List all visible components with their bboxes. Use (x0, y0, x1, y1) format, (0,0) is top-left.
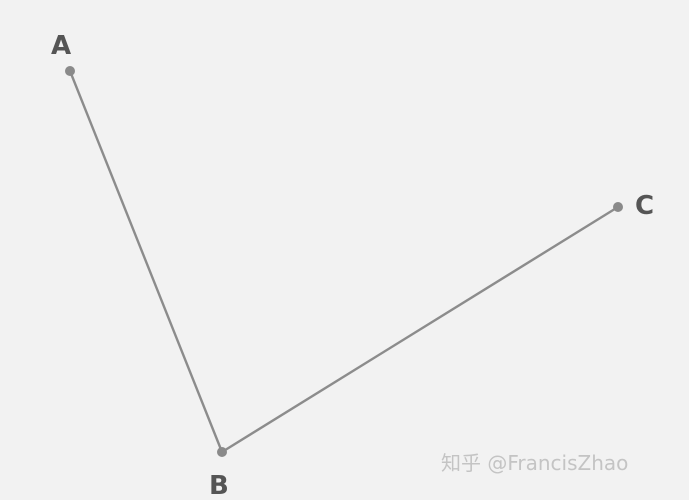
point-c-label: C (635, 191, 654, 221)
segment-bc (221, 205, 619, 454)
watermark-text: 知乎 @FrancisZhao (441, 451, 628, 475)
point-b (217, 447, 227, 457)
segment-ab (68, 70, 224, 453)
point-c (613, 202, 623, 212)
point-b-label: B (209, 471, 229, 500)
point-a (65, 66, 75, 76)
point-a-label: A (51, 31, 71, 61)
